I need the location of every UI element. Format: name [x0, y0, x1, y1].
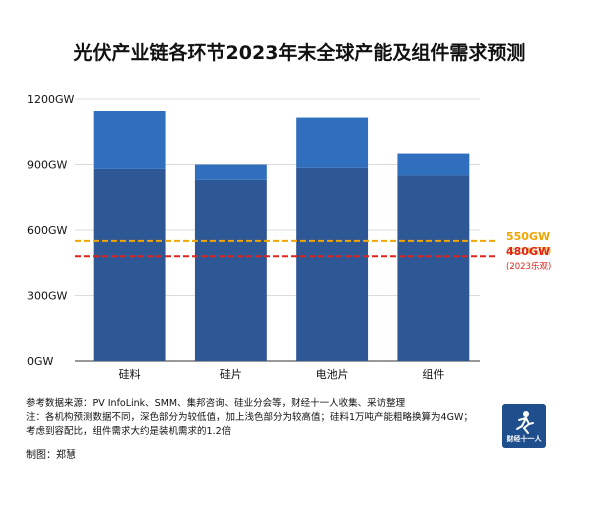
bars	[93, 111, 470, 361]
note-line-2: 考虑到容配比，组件需求大约是装机需求的1.2倍	[26, 426, 232, 437]
reference-label: 550GW	[506, 230, 550, 243]
y-tick-label: 600GW	[27, 224, 68, 237]
x-axis: 硅料 硅片 电池片 组件	[119, 367, 445, 381]
source-note: 参考数据来源：PV InfoLink、SMM、集邦咨询、硅业分会等，财经十一人收…	[26, 398, 406, 409]
y-axis: 0GW 300GW 600GW 900GW 1200GW	[27, 93, 75, 368]
reference-sublabel: (2023乐观)	[506, 261, 551, 272]
brand-logo: 财经十一人	[502, 404, 546, 448]
reference-lines: 550GW (2024乐观)480GW (2023乐观)	[75, 230, 551, 272]
x-tick-label: 硅片	[220, 368, 242, 381]
y-tick-label: 300GW	[27, 290, 68, 303]
reference-sublabel: (2024乐观)	[506, 246, 551, 257]
reference-label: 480GW	[506, 245, 550, 258]
chart-title: 光伏产业链各环节2023年末全球产能及组件需求预测	[73, 42, 526, 64]
y-tick-label: 1200GW	[27, 93, 75, 106]
bar-low	[296, 167, 369, 361]
credit: 制图：郑慧	[26, 450, 76, 461]
bar-low	[93, 168, 166, 361]
x-tick-label: 硅料	[119, 367, 141, 381]
note-line-1: 注：各机构预测数据不同，深色部分为较低值，加上浅色部分为较高值；硅料1万吨产能粗…	[26, 412, 473, 423]
bar-low	[397, 175, 470, 361]
logo-text: 财经十一人	[506, 435, 542, 443]
bar-low	[194, 179, 267, 361]
y-tick-label: 0GW	[27, 355, 54, 368]
runner-icon	[516, 411, 534, 434]
bar-high	[93, 111, 166, 169]
bar-high	[397, 153, 470, 176]
x-tick-label: 电池片	[316, 368, 349, 381]
bar-high	[296, 117, 369, 168]
y-tick-label: 900GW	[27, 159, 68, 172]
x-tick-label: 组件	[422, 367, 444, 381]
bar-high	[194, 164, 267, 180]
